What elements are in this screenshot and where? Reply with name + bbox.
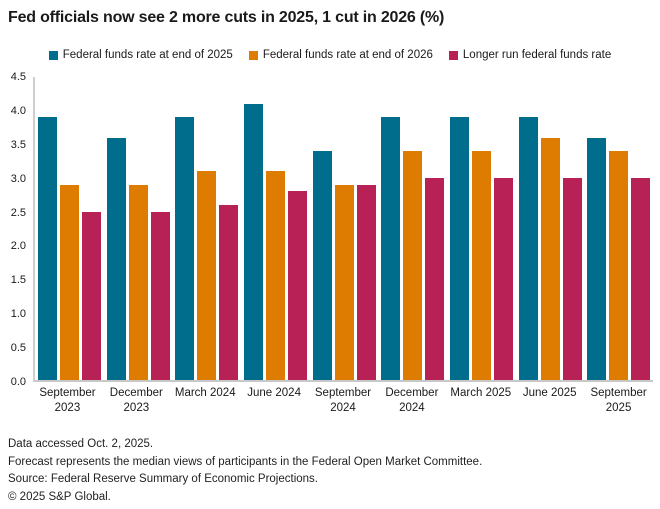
legend-swatch xyxy=(448,50,458,60)
bar-group xyxy=(172,77,241,380)
legend-label: Longer run federal funds rate xyxy=(462,49,612,61)
bar xyxy=(81,211,101,380)
bar-group xyxy=(378,77,447,380)
bar xyxy=(128,184,148,380)
bar xyxy=(59,184,79,380)
bar xyxy=(334,184,354,380)
legend-item: Federal funds rate at end of 2026 xyxy=(248,49,433,61)
chart-title: Fed officials now see 2 more cuts in 202… xyxy=(8,9,445,26)
bar xyxy=(540,137,560,380)
legend-swatch xyxy=(48,50,58,60)
bar-group xyxy=(35,77,104,380)
bar xyxy=(150,211,170,380)
legend-label: Federal funds rate at end of 2026 xyxy=(262,49,433,61)
plot-area xyxy=(33,77,653,382)
legend-label: Federal funds rate at end of 2025 xyxy=(62,49,233,61)
bar xyxy=(219,204,239,380)
x-axis-category-label: December 2024 xyxy=(385,387,439,414)
y-tick-label: 2.0 xyxy=(10,240,26,253)
chart-footnotes: Data accessed Oct. 2, 2025. Forecast repr… xyxy=(8,436,482,506)
bar xyxy=(37,117,57,380)
bar xyxy=(175,117,195,380)
x-axis-category-label: September 2024 xyxy=(314,387,372,414)
bar-group xyxy=(104,77,173,380)
chart-legend: Federal funds rate at end of 2025 Federal… xyxy=(0,49,660,61)
bar-groups xyxy=(35,77,653,380)
bar xyxy=(312,151,332,380)
bar-group xyxy=(241,77,310,380)
y-tick-label: 0.5 xyxy=(10,342,26,355)
bar xyxy=(106,137,126,380)
bar xyxy=(197,171,217,380)
x-axis-labels: September 2023 December 2023 March 2024 Jun… xyxy=(33,386,653,416)
bar xyxy=(562,178,582,380)
bar xyxy=(471,151,491,380)
y-tick-label: 1.0 xyxy=(10,308,26,321)
bar-group xyxy=(447,77,516,380)
x-axis-category-label: September 2023 xyxy=(39,387,96,414)
footnote-line: © 2025 S&P Global. xyxy=(8,490,111,503)
x-axis-category-label: March 2024 xyxy=(174,387,236,399)
bar xyxy=(518,117,538,380)
y-tick-label: 3.5 xyxy=(10,138,26,151)
y-axis-labels: 0.0 0.5 1.0 1.5 2.0 2.5 3.0 3.5 4.0 4.5 xyxy=(0,71,26,388)
x-axis-category-label: June 2025 xyxy=(522,387,577,399)
bar xyxy=(356,184,376,380)
footnote-line: Forecast represents the median views of … xyxy=(8,455,483,468)
legend-item: Federal funds rate at end of 2025 xyxy=(48,49,233,61)
x-axis-category-label: December 2023 xyxy=(109,387,163,414)
bar xyxy=(493,178,513,380)
footnote-line: Data accessed Oct. 2, 2025. xyxy=(8,438,154,450)
bar xyxy=(449,117,469,380)
bar xyxy=(403,151,423,380)
bar xyxy=(425,178,445,380)
x-axis-category-label: June 2024 xyxy=(247,387,301,399)
x-axis-category-label: March 2025 xyxy=(450,387,512,399)
bar xyxy=(609,151,629,380)
bar xyxy=(243,103,263,380)
y-tick-label: 4.0 xyxy=(10,104,26,117)
y-tick-label: 1.5 xyxy=(10,274,26,287)
y-tick-label: 4.5 xyxy=(10,71,26,83)
bar-group xyxy=(310,77,379,380)
legend-item: Longer run federal funds rate xyxy=(448,49,612,61)
y-tick-label: 2.5 xyxy=(10,206,26,219)
bar xyxy=(381,117,401,380)
footnote-line: Source: Federal Reserve Summary of Econo… xyxy=(8,473,318,485)
bar-group xyxy=(584,77,653,380)
bar xyxy=(631,178,651,380)
bar xyxy=(265,171,285,380)
y-tick-label: 0.0 xyxy=(10,376,26,388)
legend-swatch xyxy=(248,50,258,60)
bar xyxy=(287,191,307,380)
bar xyxy=(587,137,607,380)
bar-group xyxy=(516,77,585,380)
x-axis-category-label: September 2025 xyxy=(590,387,647,414)
y-tick-label: 3.0 xyxy=(10,172,26,185)
